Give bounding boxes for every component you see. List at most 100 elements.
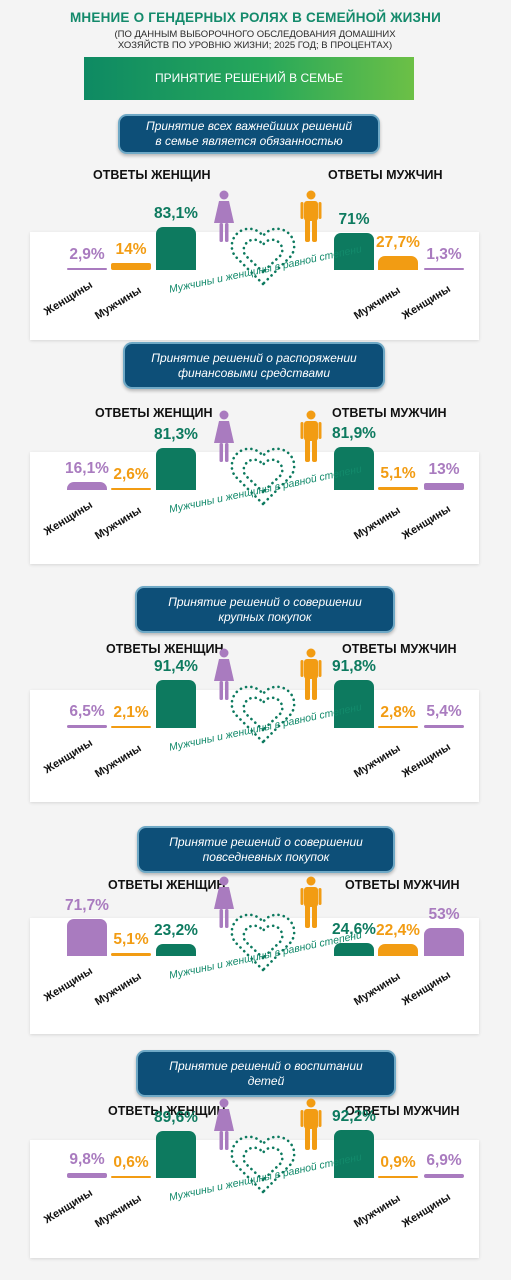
question-line-2: детей	[247, 1073, 285, 1088]
men-answers-equal-value: 92,2%	[332, 1108, 376, 1126]
man-icon	[300, 648, 322, 700]
women-answers-equal-bar	[156, 680, 196, 728]
question-pill: Принятие решений о распоряжении финансовы…	[123, 342, 385, 389]
men-answers-men-value: 22,4%	[376, 922, 420, 940]
women-answers-equal-value: 91,4%	[154, 658, 198, 676]
men-answers-heading: ОТВЕТЫ МУЖЧИН	[345, 1104, 460, 1118]
man-icon	[300, 876, 322, 928]
chart-panel	[30, 690, 479, 802]
men-answers-equal-bar	[334, 680, 374, 728]
subtitle-line-2: ХОЗЯЙСТВ ПО УРОВНЮ ЖИЗНИ; 2025 ГОД; В ПР…	[117, 40, 393, 51]
men-answers-men-value: 2,8%	[380, 704, 416, 721]
question-pill: Принятие решений о совершении крупных пок…	[135, 586, 395, 633]
dotted-heart-icon	[230, 685, 296, 744]
man-icon	[300, 410, 322, 462]
men-answers-women-value: 13%	[428, 461, 460, 479]
subtitle-line-1: (ПО ДАННЫМ ВЫБОРОЧНОГО ОБСЛЕДОВАНИЯ ДОМА…	[114, 29, 396, 40]
men-answers-equal-value: 91,8%	[332, 658, 376, 676]
man-icon	[300, 1098, 322, 1150]
question-pill: Принятие решений о воспитании детей	[136, 1050, 396, 1097]
women-answers-women-bar	[67, 481, 107, 490]
women-answers-men-value: 5,1%	[113, 931, 149, 949]
dotted-heart-icon	[230, 1135, 296, 1194]
men-answers-women-bar	[424, 725, 464, 728]
woman-icon	[214, 1098, 234, 1150]
women-answers-men-value: 2,6%	[113, 466, 149, 483]
women-answers-heading: ОТВЕТЫ ЖЕНЩИН	[93, 168, 211, 182]
women-answers-women-bar	[67, 1172, 107, 1178]
women-answers-equal-bar	[156, 943, 196, 956]
man-icon	[300, 190, 322, 242]
women-answers-heading: ОТВЕТЫ ЖЕНЩИН	[106, 642, 224, 656]
woman-icon	[214, 876, 234, 928]
question-line-2: в семье является обязанностью	[155, 134, 343, 148]
women-answers-men-bar	[111, 726, 151, 728]
men-answers-women-bar	[424, 1174, 464, 1178]
woman-icon	[214, 190, 234, 242]
men-answers-heading: ОТВЕТЫ МУЖЧИН	[345, 878, 460, 892]
women-answers-heading: ОТВЕТЫ ЖЕНЩИН	[108, 1104, 226, 1118]
men-answers-equal-value: 81,9%	[332, 425, 376, 443]
women-answers-men-value: 14%	[115, 240, 147, 258]
men-answers-heading: ОТВЕТЫ МУЖЧИН	[332, 406, 447, 420]
dotted-heart-icon	[230, 227, 296, 286]
men-answers-men-bar	[378, 487, 418, 490]
question-line-2: повседневных покупок	[202, 849, 330, 864]
section-banner: ПРИНЯТИЕ РЕШЕНИЙ В СЕМЬЕ	[84, 57, 414, 100]
women-answers-women-value: 2,9%	[69, 246, 105, 263]
men-answers-men-bar	[378, 944, 418, 956]
women-answers-women-value: 71,7%	[65, 896, 109, 914]
women-answers-men-value: 2,1%	[113, 704, 149, 721]
women-answers-women-value: 9,8%	[69, 1150, 105, 1168]
women-answers-equal-value: 23,2%	[154, 921, 198, 939]
question-line-1: Принятие решений о совершении	[169, 834, 363, 849]
women-answers-equal-bar	[156, 1131, 196, 1178]
woman-icon	[214, 410, 234, 462]
women-answers-equal-value: 83,1%	[154, 204, 198, 222]
question-text: Принятие решений о совершении повседневны…	[169, 835, 363, 865]
men-answers-equal-bar	[334, 1130, 374, 1178]
women-answers-equal-bar	[156, 226, 196, 270]
men-answers-equal-bar	[334, 943, 374, 956]
men-answers-equal-value: 71%	[338, 211, 370, 229]
men-answers-heading: ОТВЕТЫ МУЖЧИН	[328, 168, 443, 182]
question-text: Принятие решений о воспитании детей	[169, 1059, 362, 1089]
question-line-1: Принятие решений о воспитании	[169, 1058, 363, 1073]
men-answers-women-value: 5,4%	[426, 703, 462, 721]
women-answers-heading: ОТВЕТЫ ЖЕНЩИН	[108, 878, 226, 892]
question-line-2: крупных покупок	[218, 609, 312, 624]
men-answers-equal-value: 24,6%	[332, 921, 376, 939]
men-answers-heading: ОТВЕТЫ МУЖЧИН	[342, 642, 457, 656]
women-answers-heading: ОТВЕТЫ ЖЕНЩИН	[95, 406, 213, 420]
woman-icon	[214, 648, 234, 700]
men-answers-women-bar	[424, 268, 464, 270]
men-answers-men-bar	[378, 726, 418, 728]
women-answers-women-value: 16,1%	[65, 459, 109, 477]
men-answers-women-value: 6,9%	[426, 1152, 462, 1170]
men-answers-men-bar	[378, 255, 418, 270]
women-answers-women-bar	[67, 268, 107, 270]
question-line-1: Принятие всех важнейших решений	[146, 119, 352, 133]
men-answers-equal-bar	[334, 447, 374, 490]
women-answers-men-bar	[111, 1176, 151, 1178]
women-answers-equal-bar	[156, 447, 196, 490]
question-text: Принятие всех важнейших решений в семье я…	[146, 119, 352, 149]
men-answers-women-value: 53%	[428, 906, 460, 924]
dotted-heart-icon	[230, 447, 296, 506]
question-line-1: Принятие решений о распоряжении	[151, 350, 357, 365]
chart-panel	[30, 452, 479, 564]
page-subtitle: (ПО ДАННЫМ ВЫБОРОЧНОГО ОБСЛЕДОВАНИЯ ДОМА…	[60, 29, 450, 51]
women-answers-men-bar	[111, 953, 151, 956]
women-answers-equal-value: 81,3%	[154, 425, 198, 443]
women-answers-men-bar	[111, 262, 151, 270]
men-answers-men-value: 5,1%	[380, 465, 416, 483]
women-answers-women-value: 6,5%	[69, 702, 105, 720]
men-answers-women-bar	[424, 928, 464, 956]
men-answers-men-bar	[378, 1176, 418, 1178]
dotted-heart-icon	[230, 913, 296, 972]
chart-panel	[30, 1140, 479, 1258]
men-answers-equal-bar	[334, 233, 374, 270]
women-answers-men-bar	[111, 488, 151, 490]
women-answers-men-value: 0,6%	[113, 1154, 149, 1171]
men-answers-women-bar	[424, 483, 464, 490]
